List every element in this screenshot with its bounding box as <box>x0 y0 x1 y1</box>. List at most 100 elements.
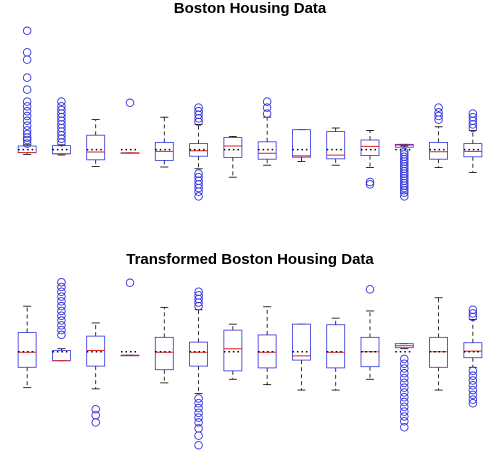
outlier <box>400 354 409 364</box>
outlier <box>22 116 32 126</box>
outlier <box>57 282 66 292</box>
outlier <box>22 135 32 145</box>
outlier <box>400 388 409 397</box>
outlier <box>22 85 32 94</box>
outlier <box>262 109 272 118</box>
outlier <box>194 403 203 413</box>
outlier <box>400 422 409 432</box>
outlier <box>57 287 66 297</box>
outlier <box>365 285 375 294</box>
outlier <box>400 183 409 193</box>
outlier <box>57 311 66 321</box>
outlier <box>400 407 409 416</box>
outlier <box>22 111 32 121</box>
outlier <box>22 73 32 82</box>
outlier <box>262 97 272 106</box>
outlier <box>468 305 478 315</box>
outlier <box>57 297 66 306</box>
outlier <box>194 183 203 193</box>
outlier <box>468 366 478 376</box>
outlier <box>468 376 478 385</box>
box <box>154 336 174 371</box>
outlier <box>57 292 66 301</box>
outlier <box>194 287 203 297</box>
outlier <box>468 395 478 404</box>
outlier <box>365 180 375 189</box>
outlier <box>400 402 409 412</box>
box <box>257 141 277 160</box>
outlier <box>22 129 32 139</box>
box <box>326 131 346 160</box>
outlier <box>22 126 32 135</box>
box <box>292 129 311 158</box>
outlier <box>468 385 478 395</box>
outlier <box>22 55 32 64</box>
box <box>394 143 414 148</box>
outlier <box>57 316 66 325</box>
outlier <box>22 97 32 106</box>
outlier <box>91 404 100 414</box>
outlier <box>57 97 66 106</box>
outlier <box>194 408 203 418</box>
outlier <box>22 139 32 148</box>
outlier <box>57 321 66 330</box>
outlier <box>400 397 409 407</box>
box <box>189 341 208 367</box>
outlier <box>57 301 66 311</box>
outlier <box>400 383 409 392</box>
outlier <box>400 416 409 426</box>
outlier <box>22 121 32 130</box>
outlier <box>194 187 203 196</box>
outlier <box>22 106 32 116</box>
outlier <box>194 291 203 300</box>
outlier <box>194 192 203 201</box>
outlier <box>57 105 66 115</box>
outlier <box>434 111 443 121</box>
outlier <box>57 277 66 287</box>
outlier <box>22 26 32 36</box>
box <box>223 329 243 372</box>
outlier <box>57 330 66 340</box>
outlier <box>57 306 66 316</box>
outlier <box>400 412 409 421</box>
outlier <box>400 393 409 402</box>
outlier <box>194 394 203 403</box>
outlier <box>434 108 443 117</box>
outlier <box>400 378 409 388</box>
outlier <box>125 278 135 288</box>
box <box>463 342 483 359</box>
outlier <box>400 359 409 368</box>
outlier <box>91 418 100 427</box>
outlier <box>194 413 203 422</box>
chart-title: Transformed Boston Housing Data <box>126 251 374 268</box>
outlier <box>400 373 409 383</box>
outlier <box>91 410 100 420</box>
outlier <box>22 102 32 111</box>
outlier <box>194 431 203 440</box>
box <box>292 323 311 361</box>
outlier <box>194 103 203 112</box>
outlier <box>400 364 409 373</box>
outlier <box>400 188 409 198</box>
outlier <box>400 186 409 195</box>
outlier <box>468 381 478 390</box>
outlier <box>57 325 66 335</box>
outlier <box>194 424 203 433</box>
outlier <box>194 106 203 116</box>
outlier <box>468 112 478 122</box>
outlier <box>468 109 478 118</box>
outlier <box>400 192 409 201</box>
outlier <box>365 177 375 187</box>
outlier <box>434 103 443 112</box>
box <box>429 141 448 160</box>
outlier <box>468 399 478 408</box>
outlier <box>194 418 203 427</box>
box <box>360 139 380 156</box>
outlier <box>194 399 203 408</box>
outlier <box>57 102 66 111</box>
outlier <box>194 440 203 450</box>
box <box>223 137 243 158</box>
outlier <box>468 309 478 318</box>
outlier <box>262 103 272 112</box>
